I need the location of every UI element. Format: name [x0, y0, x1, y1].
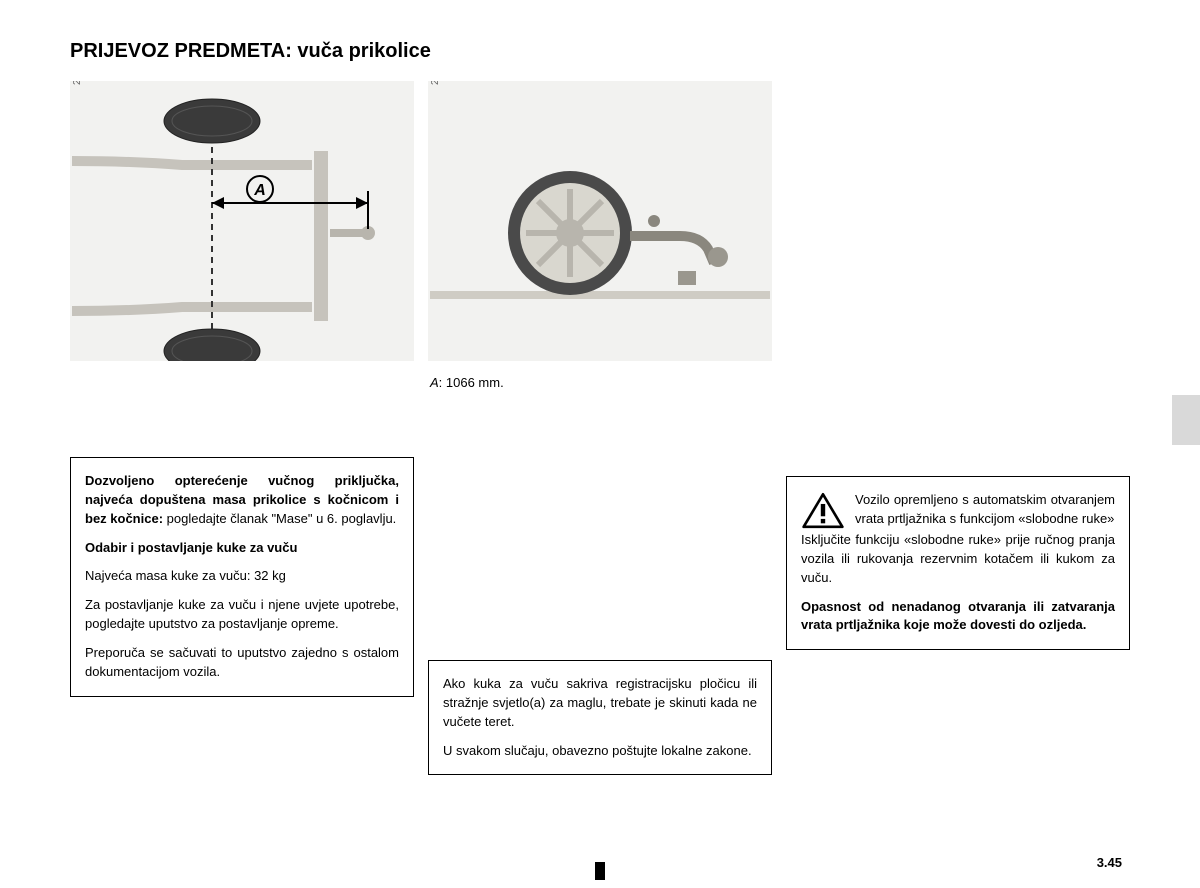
side-tab [1172, 395, 1200, 445]
wheel-hitch-icon [428, 81, 772, 361]
figure-2: 24982 [428, 81, 772, 361]
page: PRIJEVOZ PREDMETA: vuča prikolice 24981 [0, 0, 1200, 888]
chassis-diagram-icon: A [70, 81, 414, 361]
page-title: PRIJEVOZ PREDMETA: vuča prikolice [70, 40, 1130, 63]
footer-mark-icon [595, 862, 605, 880]
box3-p2: Opasnost od nenadanog otvaranja ili zatv… [801, 598, 1115, 636]
box1-p2: Odabir i postavljanje kuke za vuču [85, 539, 399, 558]
column-1: 24981 [70, 81, 414, 775]
box1-p4: Za postavljanje kuke za vuču i njene uvj… [85, 596, 399, 634]
box1-p3: Najveća masa kuke za vuču: 32 kg [85, 567, 399, 586]
columns: 24981 [70, 81, 1130, 775]
svg-text:A: A [253, 182, 266, 199]
column-2: 24982 [428, 81, 772, 775]
box-hands-free-warning: Vozilo opremljeno s automatskim otvaranj… [786, 476, 1130, 650]
col3-spacer [786, 81, 1130, 476]
page-number: 3.45 [1097, 855, 1122, 870]
box-plate-warning: Ako kuka za vuču sakriva registracijsku … [428, 660, 772, 775]
figure-2-ref: 24982 [430, 81, 441, 85]
box1-p5: Preporuča se sačuvati to uputstvo zajedn… [85, 644, 399, 682]
box1-p1: Dozvoljeno opterećenje vučnog priključka… [85, 472, 399, 529]
box2-p1: Ako kuka za vuču sakriva registracijsku … [443, 675, 757, 732]
column-3: Vozilo opremljeno s automatskim otvaranj… [786, 81, 1130, 775]
box2-p2: U svakom slučaju, obavezno poštujte loka… [443, 742, 757, 761]
box3-p1: Isključite funkciju «slobodne ruke» prij… [801, 531, 1115, 588]
warning-triangle-icon [801, 491, 845, 531]
figure-1: 24981 [70, 81, 414, 361]
box3-head: Vozilo opremljeno s automatskim otvaranj… [855, 491, 1115, 529]
box-load-info: Dozvoljeno opterećenje vučnog priključka… [70, 457, 414, 697]
dimension-spec: A: 1066 mm. [428, 371, 772, 390]
figure-1-ref: 24981 [72, 81, 83, 85]
warning-header: Vozilo opremljeno s automatskim otvaranj… [801, 491, 1115, 531]
